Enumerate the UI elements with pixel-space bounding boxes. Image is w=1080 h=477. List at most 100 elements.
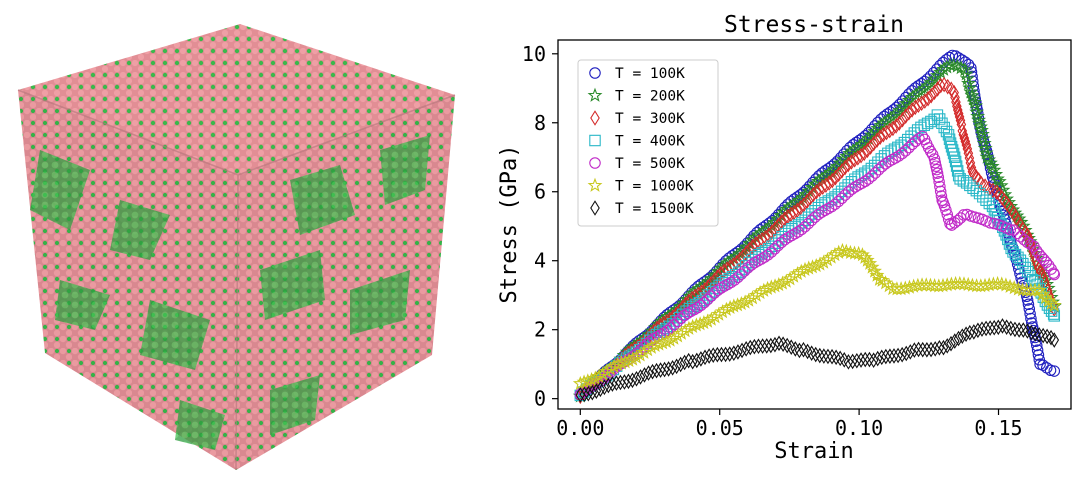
data-point <box>1026 317 1038 329</box>
data-point <box>948 151 961 163</box>
data-point <box>994 276 1010 291</box>
data-point <box>1031 339 1043 352</box>
data-point <box>810 346 821 363</box>
data-point <box>770 221 780 237</box>
data-point <box>872 350 883 367</box>
data-point <box>872 132 882 149</box>
data-point <box>932 81 943 97</box>
legend-label: T = 1500K <box>615 201 694 217</box>
data-point <box>984 217 996 229</box>
data-point <box>860 351 871 368</box>
data-point <box>765 246 778 258</box>
data-point <box>920 78 936 93</box>
data-point <box>854 247 870 262</box>
data-point <box>923 74 939 90</box>
data-point <box>1034 327 1045 343</box>
data-point <box>892 102 908 118</box>
data-point <box>978 145 994 160</box>
data-point <box>695 299 707 312</box>
data-point <box>770 336 780 353</box>
data-point <box>1019 261 1032 274</box>
data-point <box>587 384 598 401</box>
data-point <box>827 348 837 365</box>
data-point <box>956 276 972 291</box>
data-point <box>952 169 965 182</box>
data-point <box>985 320 995 336</box>
data-point <box>603 377 614 394</box>
data-point <box>945 219 958 231</box>
stress-strain-chart: Stress-strain 0.00 0.05 0.10 0.15 0 2 4 6 8 10 S… <box>497 12 1072 464</box>
data-point <box>728 274 741 286</box>
data-point <box>741 245 751 261</box>
data-point <box>958 126 969 143</box>
data-point <box>957 328 968 344</box>
data-point <box>963 84 979 99</box>
data-point <box>989 319 1000 336</box>
data-point <box>737 342 747 359</box>
data-point <box>973 122 989 137</box>
data-point <box>984 158 1000 173</box>
data-point <box>923 90 933 107</box>
data-point <box>981 152 997 167</box>
data-point <box>970 184 983 197</box>
data-point <box>795 223 808 236</box>
data-point <box>893 347 903 364</box>
data-point <box>1022 298 1035 311</box>
legend-marker <box>587 177 603 192</box>
data-point <box>691 352 702 369</box>
data-point <box>970 108 986 123</box>
data-point <box>1048 365 1061 377</box>
legend-label: T = 1000K <box>615 179 694 195</box>
cube-top-face <box>18 24 455 175</box>
data-point <box>789 204 799 221</box>
data-point <box>922 341 932 358</box>
data-point <box>853 150 863 166</box>
y-tick-label: 10 <box>522 42 546 66</box>
y-tick-label: 6 <box>534 180 546 204</box>
data-point <box>708 347 719 363</box>
data-point <box>897 111 908 128</box>
data-point <box>1014 230 1027 243</box>
y-axis-ticks: 0 2 4 6 8 10 <box>522 42 558 411</box>
data-point <box>631 370 642 387</box>
data-point <box>938 121 950 134</box>
data-point <box>972 115 987 131</box>
data-point <box>885 348 895 364</box>
data-point <box>920 93 930 109</box>
data-point <box>934 185 947 198</box>
x-tick-label: 0.10 <box>835 416 883 440</box>
data-point <box>954 173 966 185</box>
data-point <box>1038 327 1048 344</box>
data-point <box>842 186 855 198</box>
data-point <box>904 105 914 121</box>
legend-items: T = 100K T = 200K T = 300K T = 400K T = 500K… <box>587 66 694 217</box>
data-point <box>1027 282 1043 297</box>
data-point <box>1048 268 1061 281</box>
data-point <box>766 337 776 354</box>
data-point <box>1026 273 1039 286</box>
data-point <box>802 217 815 230</box>
data-point <box>957 62 973 77</box>
data-point <box>729 345 739 362</box>
legend-item: T = 1000K <box>587 177 694 195</box>
data-point <box>889 348 899 364</box>
data-point <box>977 191 989 203</box>
data-point <box>829 198 841 210</box>
data-point <box>1042 328 1052 345</box>
data-point <box>667 360 678 376</box>
atomistic-cube-render <box>17 24 456 471</box>
data-point <box>862 255 878 270</box>
data-point <box>852 352 862 369</box>
data-point <box>980 194 992 206</box>
data-point <box>769 243 781 255</box>
y-tick-label: 4 <box>534 249 546 273</box>
data-point <box>802 343 813 360</box>
series-t-1000k <box>572 242 1062 391</box>
data-point <box>687 353 698 370</box>
x-axis-ticks: 0.00 0.05 0.10 0.15 <box>556 409 1023 440</box>
data-point <box>741 341 751 357</box>
data-point <box>946 144 959 156</box>
data-point <box>999 193 1010 209</box>
x-tick-label: 0.15 <box>974 416 1022 440</box>
data-point <box>973 322 983 339</box>
